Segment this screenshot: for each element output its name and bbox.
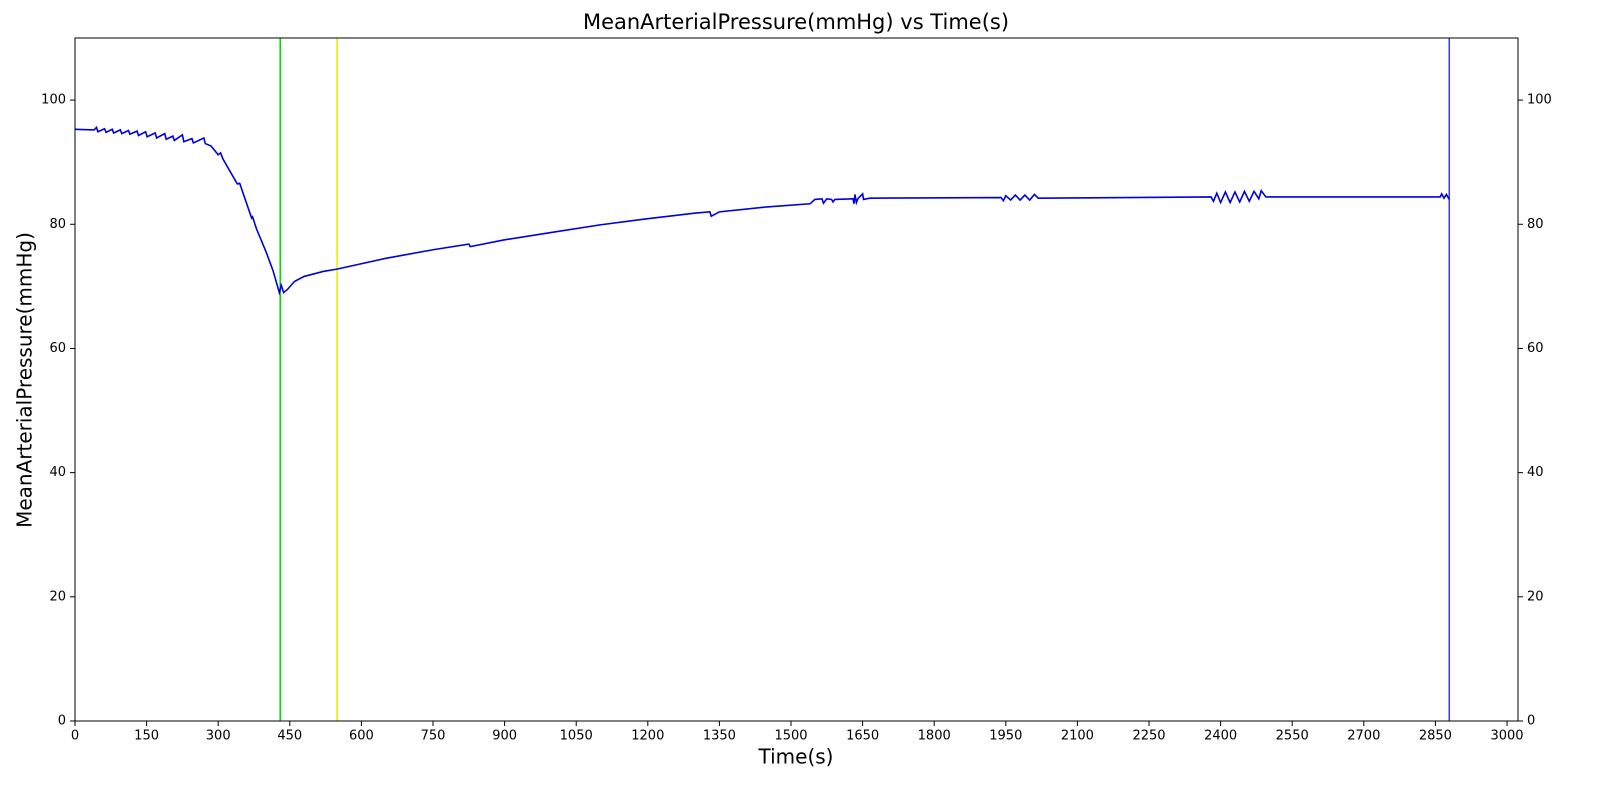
x-tick-label: 900: [492, 729, 517, 744]
x-tick-label: 750: [421, 729, 446, 744]
x-tick-label: 2100: [1061, 729, 1094, 744]
y2-tick-label: 100: [1527, 93, 1552, 108]
x-tick-label: 450: [277, 729, 302, 744]
x-tick-label: 1050: [560, 729, 593, 744]
x-tick-label: 300: [206, 729, 231, 744]
x-tick-label: 600: [349, 729, 374, 744]
plot-area: [74, 38, 1451, 721]
x-tick-label: 3000: [1490, 729, 1523, 744]
y2-tick-label: 20: [1527, 589, 1544, 604]
x-tick-label: 1950: [989, 729, 1022, 744]
x-tick-label: 2550: [1276, 729, 1309, 744]
x-tick-label: 2700: [1347, 729, 1380, 744]
axes-frame: [74, 37, 1519, 722]
x-tick-label: 2250: [1132, 729, 1165, 744]
x-tick-label: 1350: [703, 729, 736, 744]
x-tick-label: 1500: [774, 729, 807, 744]
y2-tick-label: 40: [1527, 465, 1544, 480]
x-tick-label: 150: [134, 729, 159, 744]
x-tick-label: 1650: [846, 729, 879, 744]
y2-tick-label: 80: [1527, 217, 1544, 232]
y-tick-label: 80: [49, 217, 66, 232]
y-tick-label: 20: [49, 589, 66, 604]
y2-tick-label: 60: [1527, 341, 1544, 356]
y-tick-label: 60: [49, 341, 66, 356]
y-tick-label: 0: [58, 714, 66, 729]
y-tick-label: 40: [49, 465, 66, 480]
x-tick-label: 1200: [631, 729, 664, 744]
y2-tick-label: 0: [1527, 714, 1535, 729]
x-tick-label: 2400: [1204, 729, 1237, 744]
x-axis-label: Time(s): [758, 745, 834, 769]
data-line: [74, 125, 1450, 296]
x-tick-label: 1800: [918, 729, 951, 744]
chart-title: MeanArterialPressure(mmHg) vs Time(s): [583, 10, 1009, 34]
x-tick-label: 0: [71, 729, 79, 744]
x-tick-label: 2850: [1419, 729, 1452, 744]
y-axis-label: MeanArterialPressure(mmHg): [13, 232, 37, 528]
y-tick-label: 100: [41, 93, 66, 108]
